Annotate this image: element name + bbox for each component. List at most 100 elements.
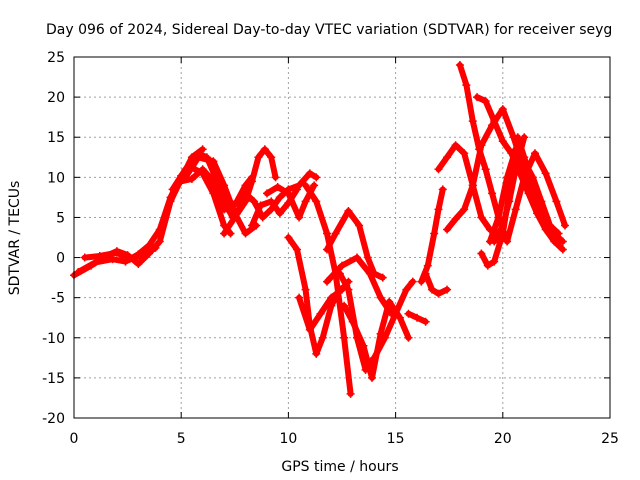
data-point <box>155 225 164 234</box>
data-point <box>421 269 430 278</box>
data-point <box>511 165 520 174</box>
series-line <box>296 278 352 333</box>
data-point <box>395 313 404 322</box>
data-point <box>241 189 250 198</box>
data-point <box>434 165 443 174</box>
x-tick-label: 10 <box>279 431 297 447</box>
data-point <box>284 189 293 198</box>
data-point <box>404 309 413 318</box>
series-line <box>302 182 354 397</box>
x-tick-label: 15 <box>387 431 405 447</box>
data-point <box>112 248 121 257</box>
data-point <box>340 333 349 342</box>
data-point <box>301 197 310 206</box>
data-point <box>168 185 177 194</box>
data-point <box>537 197 546 206</box>
data-point <box>271 173 280 182</box>
data-point <box>262 189 271 198</box>
plot-frame <box>73 56 611 419</box>
data-point <box>273 182 282 191</box>
data-point <box>151 243 160 252</box>
data-point <box>267 153 276 162</box>
series-arc-17 <box>340 297 413 382</box>
y-tick-label: 0 <box>56 251 65 267</box>
data-point <box>355 221 364 230</box>
data-point <box>558 245 567 254</box>
data-point <box>138 251 147 260</box>
data-point <box>198 165 207 174</box>
data-point <box>74 267 83 276</box>
data-point <box>322 245 331 254</box>
data-point <box>451 141 460 150</box>
series-arc-06 <box>181 153 261 238</box>
data-point <box>451 215 460 224</box>
data-point <box>477 213 486 222</box>
data-point <box>275 193 284 202</box>
data-point <box>316 309 325 318</box>
data-point <box>220 229 229 238</box>
data-point <box>503 173 512 182</box>
data-point <box>353 253 362 262</box>
y-tick-label: -5 <box>51 291 65 307</box>
data-point <box>545 221 554 230</box>
data-point <box>301 181 310 190</box>
data-point <box>376 293 385 302</box>
data-point <box>220 181 229 190</box>
data-point <box>363 253 372 262</box>
ticklabel-layer: 0 5 10 15 20 25 -20 -15 -10 -5 0 5 10 15 20 25 <box>42 50 619 447</box>
data-point <box>258 213 267 222</box>
data-point <box>443 153 452 162</box>
series-arc-10 <box>262 181 319 222</box>
data-point <box>310 181 319 190</box>
data-point <box>505 197 514 206</box>
data-point <box>475 145 484 154</box>
data-point <box>284 233 293 242</box>
data-point <box>359 341 368 350</box>
data-point <box>552 197 561 206</box>
data-point <box>462 81 471 90</box>
data-point <box>560 221 569 230</box>
data-point <box>533 209 542 218</box>
data-point <box>155 237 164 246</box>
data-point <box>80 253 89 262</box>
data-point <box>318 333 327 342</box>
series-line <box>418 186 446 285</box>
data-point <box>430 229 439 238</box>
data-point <box>498 221 507 230</box>
data-point <box>490 237 499 246</box>
data-point <box>305 325 314 334</box>
data-point <box>346 389 355 398</box>
data-point <box>295 213 304 222</box>
data-point <box>481 97 490 106</box>
data-point <box>256 201 265 210</box>
y-tick-label: 15 <box>47 130 65 146</box>
data-point <box>408 277 417 286</box>
data-point <box>443 285 452 294</box>
data-point <box>338 261 346 270</box>
data-point <box>134 259 143 268</box>
data-point <box>250 197 259 206</box>
data-point <box>322 277 331 286</box>
data-point <box>312 173 321 182</box>
data-point <box>490 257 499 266</box>
data-point <box>460 149 469 158</box>
data-point <box>267 197 276 206</box>
data-point <box>260 145 269 154</box>
x-axis-label: GPS time / hours <box>281 459 398 475</box>
data-point <box>438 185 447 194</box>
series-arc-03 <box>80 243 160 264</box>
data-point <box>520 133 529 142</box>
x-tick-label: 5 <box>177 431 186 447</box>
data-point <box>348 317 357 326</box>
data-point <box>498 137 507 146</box>
x-tick-label: 25 <box>601 431 619 447</box>
data-point <box>322 229 331 238</box>
data-point <box>340 301 349 310</box>
series-arc-14 <box>322 207 387 282</box>
x-tick-label: 20 <box>494 431 512 447</box>
data-point <box>254 153 263 162</box>
data-point <box>305 169 314 178</box>
data-point <box>455 61 464 70</box>
chart-title: Day 096 of 2024, Sidereal Day-to-day VTE… <box>46 22 612 38</box>
